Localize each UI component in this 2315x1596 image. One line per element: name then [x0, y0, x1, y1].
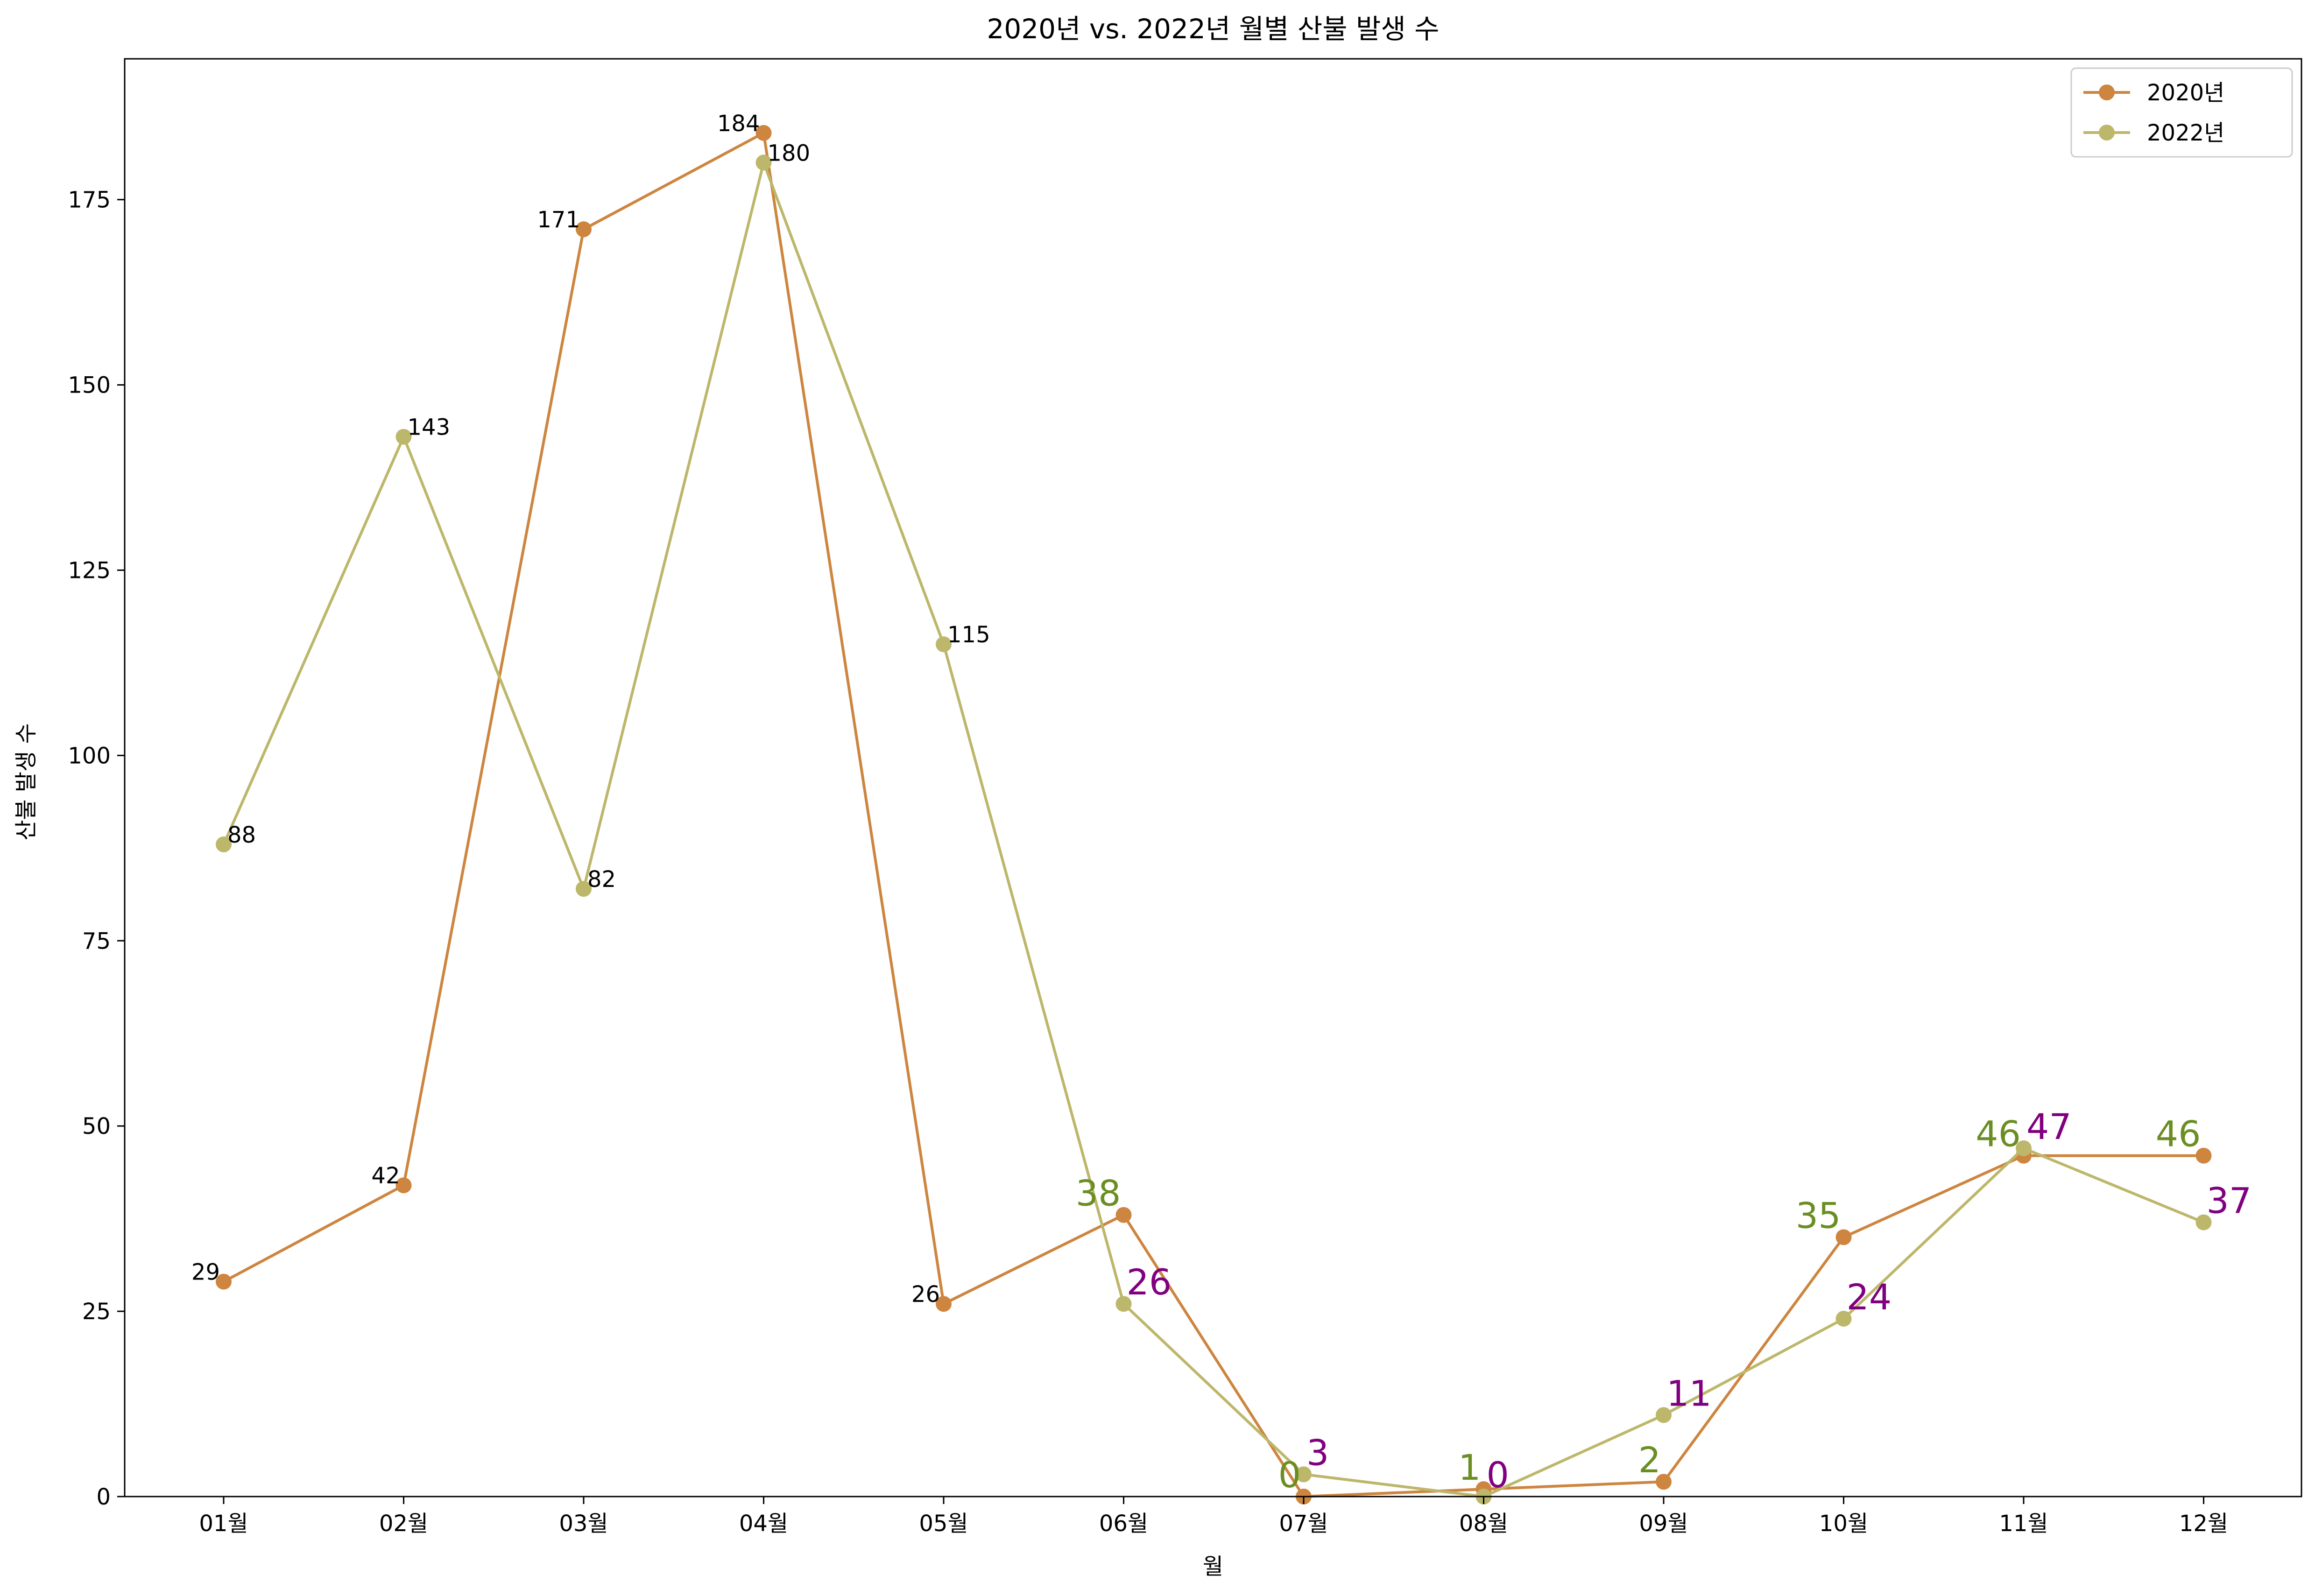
y-tick-label: 175 — [68, 187, 111, 213]
data-label: 2 — [1638, 1439, 1661, 1481]
data-label: 82 — [587, 866, 616, 893]
data-label: 26 — [1127, 1261, 1172, 1303]
legend-box — [2070, 67, 2293, 158]
data-point — [755, 125, 772, 141]
x-tick-label: 01월 — [199, 1511, 248, 1537]
data-label: 0 — [1487, 1454, 1509, 1496]
data-point — [755, 155, 772, 171]
y-tick-label: 75 — [82, 928, 111, 954]
data-label: 0 — [1278, 1454, 1301, 1496]
x-tick-label: 08월 — [1459, 1511, 1508, 1537]
data-point — [395, 1177, 412, 1194]
data-point — [576, 881, 592, 897]
data-label: 46 — [1976, 1113, 2021, 1155]
series-line — [223, 131, 2204, 1498]
y-tick-label: 0 — [96, 1484, 111, 1510]
data-point — [1115, 1207, 1132, 1223]
series-2 — [216, 155, 2212, 1505]
data-point — [1835, 1310, 1852, 1327]
data-label: 35 — [1796, 1195, 1841, 1236]
x-tick-label: 05월 — [919, 1511, 968, 1537]
data-label: 184 — [717, 111, 760, 137]
data-label: 42 — [371, 1163, 400, 1189]
data-point — [216, 836, 232, 852]
data-point — [1656, 1407, 1672, 1423]
legend-marker — [2099, 84, 2115, 100]
legend-label: 2020년 — [2147, 80, 2224, 106]
x-tick-label: 12월 — [2179, 1511, 2228, 1537]
legend: 2020년 2022년 — [2070, 67, 2293, 158]
legend-label: 2022년 — [2147, 120, 2224, 146]
y-tick-label: 150 — [68, 373, 111, 399]
data-label: 47 — [2026, 1106, 2072, 1147]
data-point — [2016, 1140, 2032, 1156]
data-label: 115 — [947, 622, 990, 648]
data-point — [2195, 1147, 2212, 1164]
data-point — [936, 636, 952, 653]
data-label: 3 — [1306, 1432, 1329, 1473]
data-point — [395, 429, 412, 445]
x-tick-label: 11월 — [1999, 1511, 2048, 1537]
data-point — [1296, 1466, 1312, 1483]
data-label: 24 — [1847, 1276, 1892, 1318]
y-tick-label: 25 — [82, 1299, 111, 1325]
data-label: 11 — [1666, 1372, 1712, 1414]
data-label: 143 — [408, 415, 451, 441]
data-point — [2195, 1214, 2212, 1230]
data-point — [1656, 1474, 1672, 1490]
x-axis-label: 월 — [1203, 1554, 1223, 1580]
x-tick-label: 06월 — [1099, 1511, 1148, 1537]
legend-marker — [2099, 125, 2115, 141]
data-label: 38 — [1076, 1173, 1121, 1214]
data-label: 180 — [768, 140, 811, 166]
data-label: 88 — [227, 822, 256, 848]
data-point — [1835, 1229, 1852, 1245]
x-tick-label: 03월 — [559, 1511, 608, 1537]
data-label: 46 — [2156, 1113, 2201, 1155]
y-axis-ticks: 0 25 50 75 100 125 150 175 — [68, 187, 125, 1510]
data-point — [216, 1273, 232, 1290]
legend-item: 2020년 — [2083, 80, 2224, 106]
plot-area-frame — [124, 58, 2302, 1498]
y-tick-label: 125 — [68, 557, 111, 584]
data-label: 1 — [1458, 1447, 1481, 1488]
data-point — [1115, 1296, 1132, 1312]
x-tick-label: 07월 — [1279, 1511, 1328, 1537]
data-label: 37 — [2207, 1180, 2252, 1222]
data-label: 29 — [191, 1259, 220, 1286]
x-tick-label: 09월 — [1639, 1511, 1688, 1537]
data-point — [576, 221, 592, 238]
y-tick-label: 100 — [68, 743, 111, 769]
y-tick-label: 50 — [82, 1113, 111, 1139]
x-tick-label: 02월 — [379, 1511, 428, 1537]
x-axis-ticks: 01월 02월 03월 04월 05월 06월 07월 08월 09월 10월 11월 12월 — [199, 1497, 2228, 1537]
data-point — [936, 1296, 952, 1312]
data-label: 171 — [537, 207, 580, 233]
series-line — [222, 161, 2204, 1498]
x-tick-label: 04월 — [739, 1511, 788, 1537]
chart-title: 2020년 vs. 2022년 월별 산불 발생 수 — [987, 13, 1439, 45]
data-label: 26 — [911, 1281, 940, 1308]
x-tick-label: 10월 — [1819, 1511, 1868, 1537]
y-axis-label: 산불 발생 수 — [13, 723, 39, 840]
legend-item: 2022년 — [2083, 120, 2224, 146]
